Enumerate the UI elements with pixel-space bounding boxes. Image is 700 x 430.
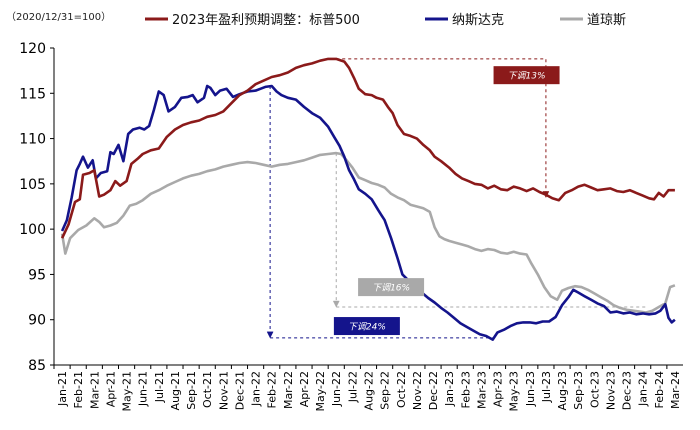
y-tick-label: 115 xyxy=(19,86,46,102)
annotation-label-0: 下调13% xyxy=(508,71,546,82)
annotation-badge-1 xyxy=(358,278,425,297)
legend-label-nasdaq: 纳斯达克 xyxy=(452,13,504,28)
x-tick-label: Aug-23 xyxy=(556,371,569,410)
legend: 2023年盈利预期调整：标普500 纳斯达克 道琼斯 xyxy=(145,13,626,28)
series-line-1 xyxy=(60,84,676,341)
legend-label-dow: 道琼斯 xyxy=(587,13,626,28)
chart-note: （2020/12/31=100） xyxy=(6,11,111,23)
annotation-label-1: 下调16% xyxy=(372,283,410,294)
x-tick-label: Jun-21 xyxy=(137,371,150,407)
x-tick-label: Mar-23 xyxy=(475,371,488,409)
x-tick-label: Dec-22 xyxy=(427,371,440,410)
y-tick-label: 85 xyxy=(28,358,46,374)
x-tick-label: Nov-21 xyxy=(217,371,230,410)
x-tick-label: Oct-22 xyxy=(395,371,408,408)
y-tick-label: 110 xyxy=(19,132,46,148)
x-tick-label: May-21 xyxy=(121,371,134,412)
y-tick-label: 90 xyxy=(28,313,46,329)
annotation-badges: 下调13% 下调16% 下调24% xyxy=(333,66,560,336)
x-tick-label: Feb-22 xyxy=(266,371,279,408)
annotation-guide-1 xyxy=(335,153,646,308)
x-tick-label: Jan-23 xyxy=(443,371,456,407)
x-tick-label: Aug-22 xyxy=(363,371,376,410)
x-tick-label: Oct-23 xyxy=(588,371,601,408)
x-tick-label: Jul-23 xyxy=(540,371,553,403)
x-tick-label: Mar-24 xyxy=(669,371,682,409)
x-tick-label: Apr-21 xyxy=(104,371,117,407)
x-tick-label: Nov-22 xyxy=(411,371,424,410)
x-tick-label: Feb-24 xyxy=(653,371,666,408)
x-tick-label: Feb-21 xyxy=(72,371,85,408)
x-tick-label: Dec-21 xyxy=(233,371,246,410)
annotation-arrow-2 xyxy=(266,331,274,339)
legend-label-sp500: 2023年盈利预期调整：标普500 xyxy=(172,13,360,28)
x-tick-label: Nov-23 xyxy=(604,371,617,410)
x-tick-label: Jul-22 xyxy=(346,371,359,403)
series-lines xyxy=(60,57,676,341)
x-tick-label: Sep-22 xyxy=(379,371,392,410)
x-tick-label: Jul-21 xyxy=(153,371,166,403)
x-tick-label: Aug-21 xyxy=(169,371,182,410)
annotation-badge-0 xyxy=(493,66,560,85)
x-tick-label: May-23 xyxy=(508,371,521,412)
y-tick-label: 120 xyxy=(19,41,46,57)
x-tick-label: Mar-21 xyxy=(88,371,101,409)
x-tick-label: Apr-23 xyxy=(492,371,505,407)
annotation-guide-2 xyxy=(269,86,493,339)
x-tick-label: Oct-21 xyxy=(201,371,214,408)
x-tick-label: Sep-23 xyxy=(572,371,585,410)
annotation-label-2: 下调24% xyxy=(348,322,386,333)
annotations xyxy=(266,58,646,339)
y-tick-label: 100 xyxy=(19,222,46,238)
x-tick-label: May-22 xyxy=(314,371,327,412)
x-tick-label: Sep-21 xyxy=(185,371,198,410)
x-tick-label: Jan-22 xyxy=(250,371,263,407)
x-tick-label: Jan-24 xyxy=(637,371,650,407)
y-tick-label: 105 xyxy=(19,177,46,193)
annotation-badge-2 xyxy=(333,317,400,336)
x-tick-label: Jan-21 xyxy=(56,371,69,407)
x-tick-label: Mar-22 xyxy=(282,371,295,409)
series-line-0 xyxy=(60,57,675,239)
x-tick-label: Feb-23 xyxy=(459,371,472,408)
x-tick-label: Jun-22 xyxy=(330,371,343,407)
x-tick-label: Dec-23 xyxy=(621,371,634,410)
series-line-2 xyxy=(60,151,676,314)
y-tick-label: 95 xyxy=(28,267,46,283)
annotation-arrow-1 xyxy=(332,300,340,308)
x-tick-label: Jun-23 xyxy=(524,371,537,407)
x-tick-label: Apr-22 xyxy=(298,371,311,407)
